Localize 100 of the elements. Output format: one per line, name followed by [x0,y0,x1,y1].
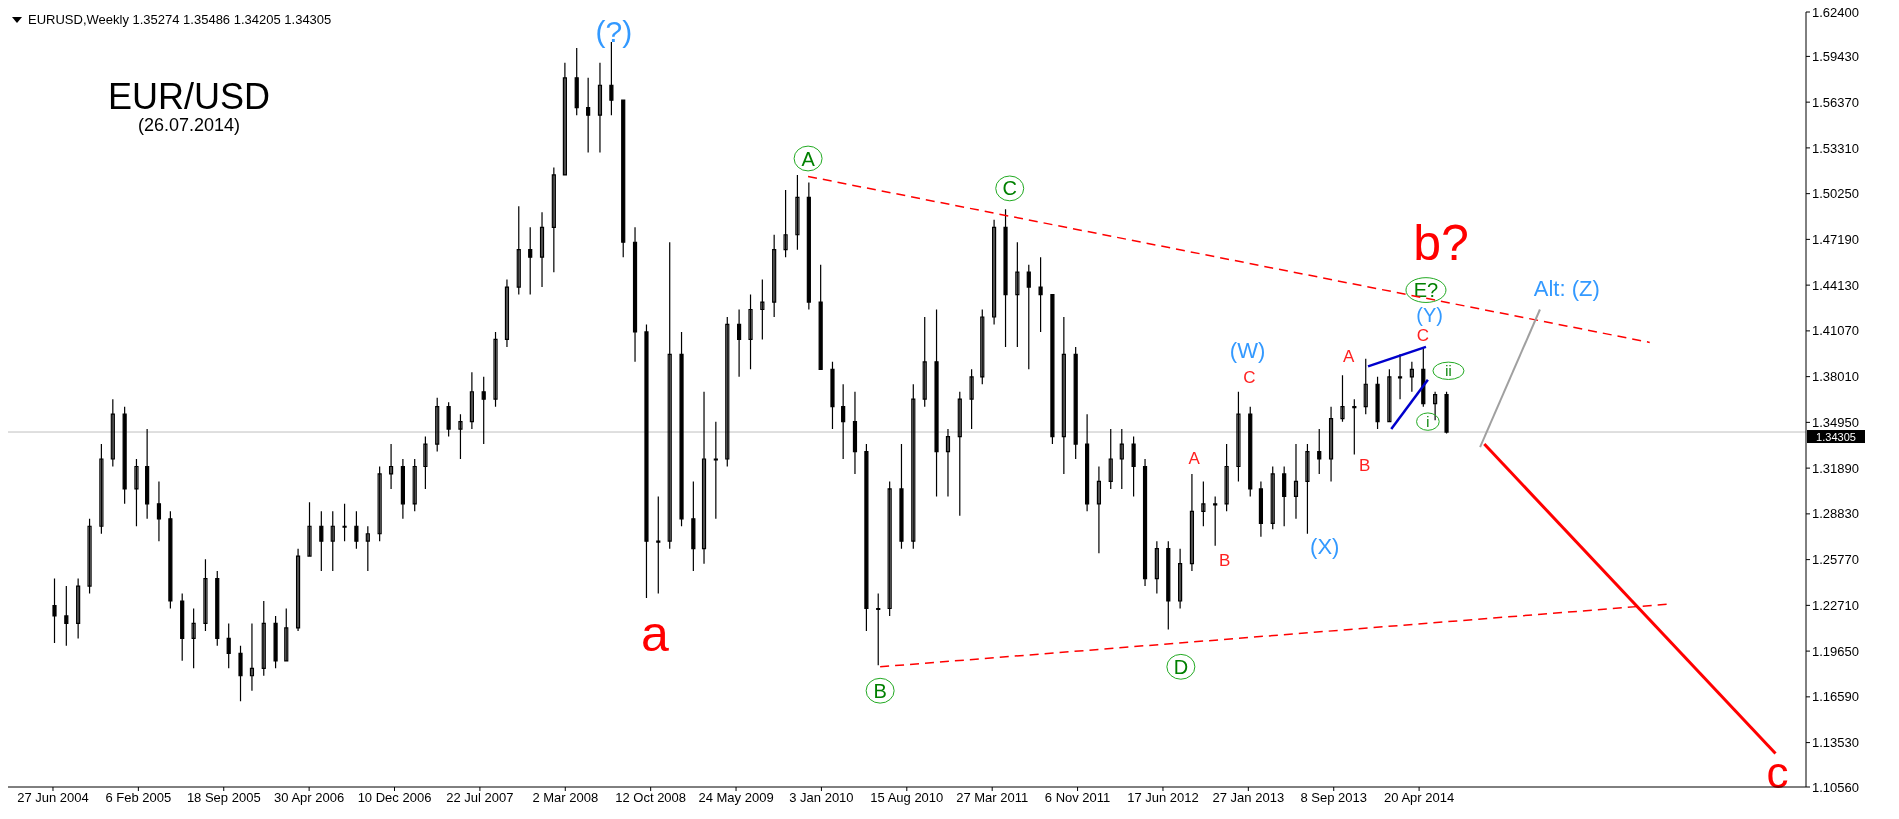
candlestick [1213,495,1218,547]
candlestick [1015,241,1020,348]
candlestick [783,189,788,258]
candlestick [52,578,57,644]
candlestick [64,585,69,647]
candlestick [922,316,927,408]
text: EUR/USD [108,76,271,117]
y-tick-label: 1.25770 [1812,552,1859,568]
annotation: C [1002,177,1017,200]
candlestick [99,443,104,535]
candlestick [1433,391,1438,421]
candlestick [377,465,382,542]
x-tick-label: 2 Mar 2008 [532,790,599,806]
candlestick [748,293,753,370]
annotation: B [1219,550,1231,570]
candlestick [145,428,150,520]
annotation: C [1416,325,1430,345]
candlestick [899,443,904,550]
candlestick [1258,480,1264,538]
annotation: C [1243,368,1256,388]
y-tick-label: 1.28830 [1812,506,1859,522]
candlestick [957,391,962,517]
candlestick [1328,406,1334,483]
x-tick-label: 27 Mar 2011 [956,790,1029,806]
candlestick [644,323,649,599]
candlestick [1085,413,1090,512]
annotation: b? [1413,215,1469,272]
candlestick [1038,256,1043,333]
x-tick-label: 17 Jun 2012 [1127,790,1199,806]
candlestick [226,622,231,669]
candlestick [574,47,579,116]
candlestick [876,592,881,666]
x-tick-label: 6 Feb 2005 [105,790,172,806]
candlestick [864,443,869,632]
candlestick [469,371,474,430]
x-tick-label: 15 Aug 2010 [870,790,944,806]
candlestick [667,241,672,550]
candlestick [1444,391,1449,435]
annotation: E? [1413,279,1439,302]
y-tick-label: 1.44130 [1812,277,1859,293]
candlestick [551,166,556,273]
candlestick [1352,398,1357,456]
candlestick [841,383,846,460]
candlestick [1119,428,1124,490]
candlestick [679,331,684,527]
y-tick-label: 1.62400 [1812,4,1859,20]
candlestick [446,401,451,438]
candlestick [365,525,370,572]
candlestick [261,600,266,677]
annotation: EURUSD,Weekly 1.35274 1.35486 1.34205 1.34305 [28,12,332,27]
annotation: A [1188,448,1201,468]
candlestick [852,391,858,475]
candlestick [691,480,696,572]
annotation: c [1766,747,1789,797]
annotation: ii [1445,362,1452,379]
candlestick [156,480,162,542]
candlestick [1387,368,1392,423]
candlestick [284,607,289,662]
candlestick [168,510,173,610]
x-tick-label: 10 Dec 2006 [357,790,432,806]
candlestick [656,495,661,595]
candlestick [388,443,394,490]
candlestick [1236,391,1241,483]
candlestick [504,279,510,348]
y-tick-label: 1.31890 [1812,460,1859,476]
candlestick [238,645,243,702]
candlestick [795,174,800,251]
candlestick [134,458,139,527]
candlestick [1201,480,1206,527]
candlestick [1363,358,1368,415]
candlestick [1166,540,1171,631]
y-tick-label: 1.38010 [1812,369,1859,385]
candlestick [87,518,92,595]
annotation: Alt: (Z) [1533,275,1600,301]
candlestick [701,391,707,565]
y-tick-label: 1.34950 [1812,414,1859,430]
candlestick [1282,465,1287,527]
y-tick-label: 1.22710 [1812,597,1859,613]
candlestick [1189,473,1195,572]
candlestick [1224,443,1229,512]
x-tick-label: 24 May 2009 [698,790,774,806]
candlestick [736,308,742,378]
candlestick [760,279,765,340]
annotation: a [640,605,669,662]
candlestick [273,615,278,669]
candlestick [632,226,638,363]
x-tick-label: 27 Jan 2013 [1212,790,1285,806]
candlestick [458,413,463,460]
candlestick [330,510,335,572]
candlestick [203,558,208,632]
annotation: (X) [1310,533,1340,559]
candlestick [1293,443,1299,520]
annotation: (?) [595,14,633,48]
annotation: D [1173,655,1189,678]
candlestick [597,62,603,154]
candlestick [1375,376,1380,430]
x-tick-label: 3 Jan 2010 [789,790,854,806]
candlestick [528,226,533,296]
candlestick [539,211,545,288]
candlestick [713,421,718,520]
